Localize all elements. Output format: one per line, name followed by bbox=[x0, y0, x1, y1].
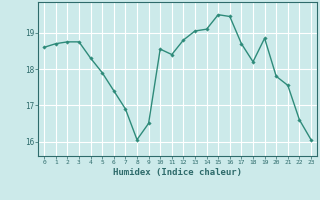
X-axis label: Humidex (Indice chaleur): Humidex (Indice chaleur) bbox=[113, 168, 242, 177]
